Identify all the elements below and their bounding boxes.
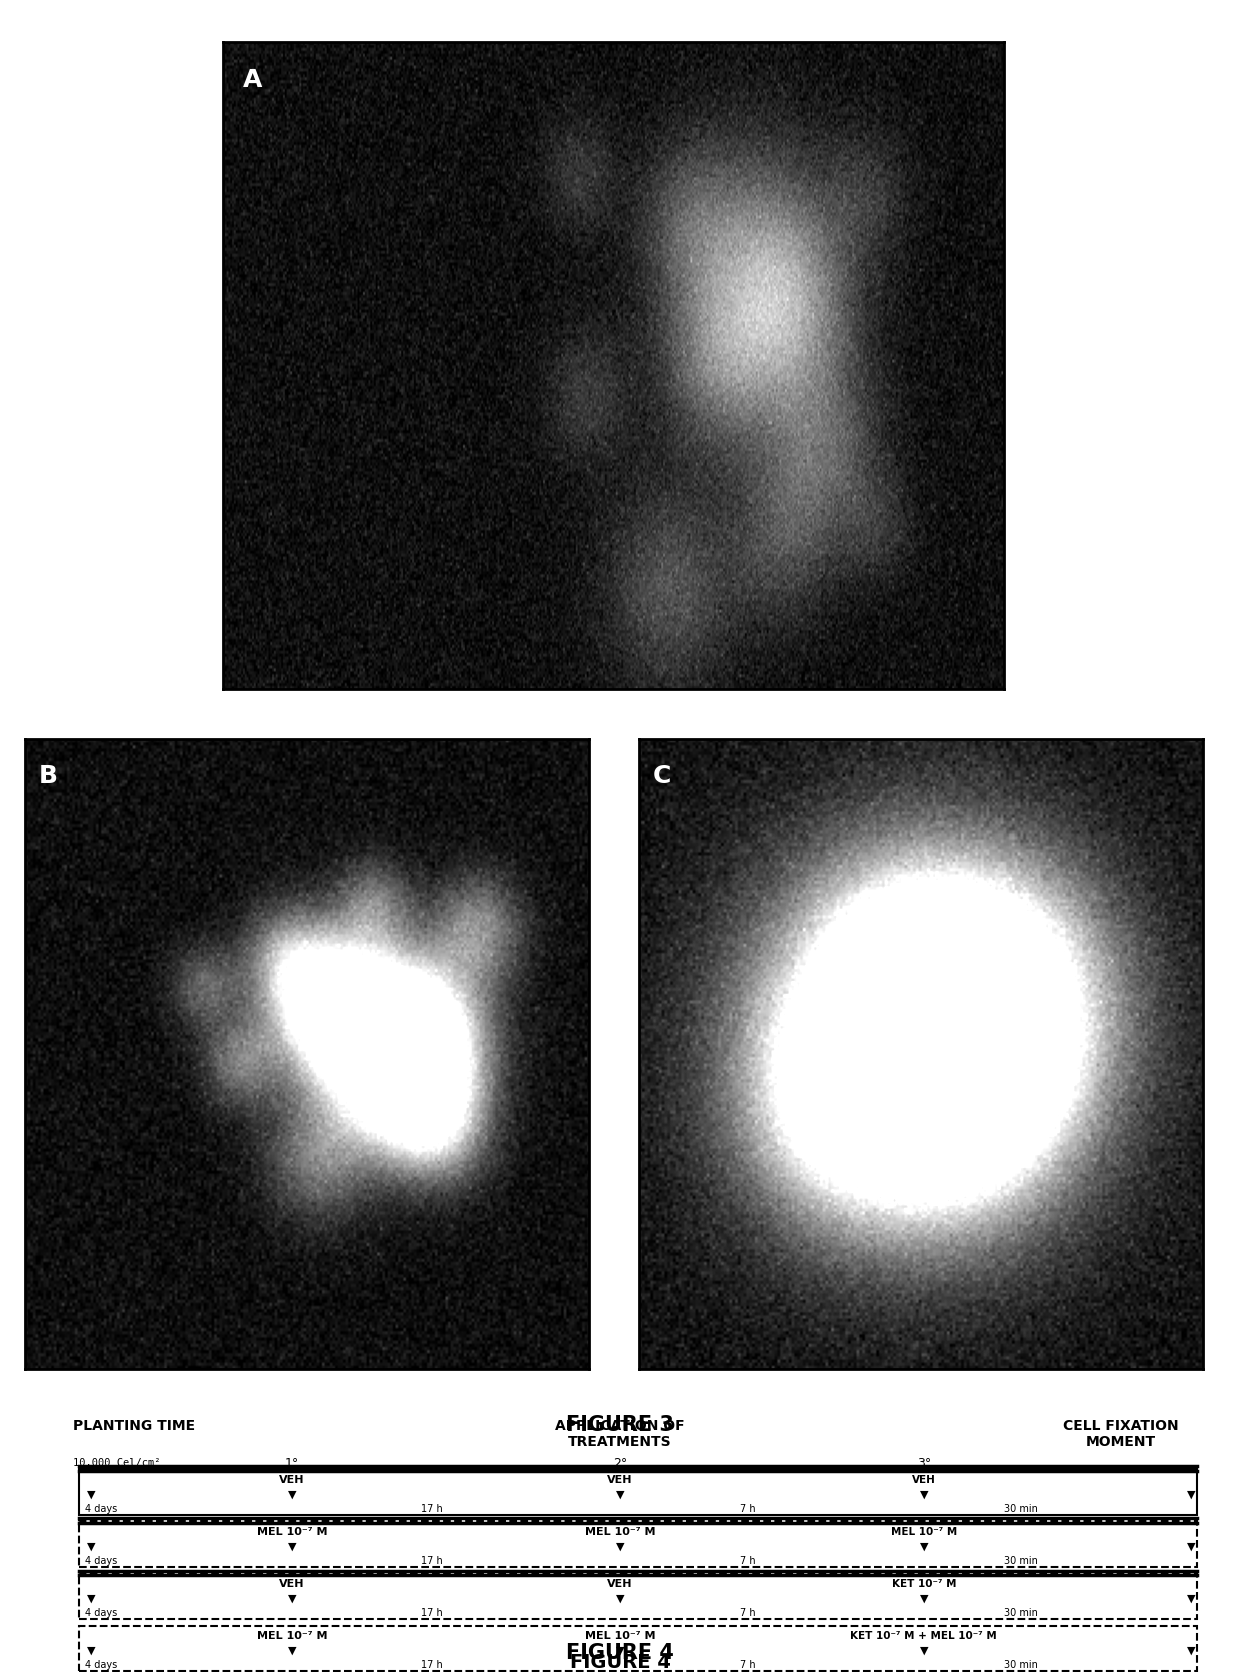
Text: B: B bbox=[38, 764, 58, 788]
Text: MEL 10⁻⁷ M: MEL 10⁻⁷ M bbox=[257, 1527, 327, 1537]
Text: ▼: ▼ bbox=[616, 1542, 624, 1552]
Text: ▼: ▼ bbox=[616, 1594, 624, 1604]
Text: 4 days: 4 days bbox=[86, 1660, 118, 1670]
Text: 4 days: 4 days bbox=[86, 1608, 118, 1618]
Bar bbox=[79, 1470, 1198, 1515]
Text: A: A bbox=[243, 67, 262, 92]
Text: 7 h: 7 h bbox=[740, 1660, 755, 1670]
Text: ▼: ▼ bbox=[1187, 1646, 1195, 1656]
Text: ▼: ▼ bbox=[616, 1490, 624, 1500]
Text: 30 min: 30 min bbox=[1004, 1504, 1038, 1514]
Text: 4 days: 4 days bbox=[86, 1556, 118, 1566]
Text: ▼: ▼ bbox=[920, 1646, 928, 1656]
Bar bbox=[79, 1522, 1198, 1567]
Text: ▼: ▼ bbox=[288, 1490, 296, 1500]
Text: ▼: ▼ bbox=[1187, 1490, 1195, 1500]
Text: VEH: VEH bbox=[608, 1579, 632, 1589]
Text: 30 min: 30 min bbox=[1004, 1660, 1038, 1670]
Text: ▼: ▼ bbox=[920, 1594, 928, 1604]
Text: 7 h: 7 h bbox=[740, 1556, 755, 1566]
Text: FIGURE 4: FIGURE 4 bbox=[569, 1653, 671, 1672]
Text: 3°: 3° bbox=[916, 1457, 931, 1470]
Text: ▼: ▼ bbox=[288, 1542, 296, 1552]
Text: 17 h: 17 h bbox=[420, 1504, 443, 1514]
Bar bbox=[79, 1626, 1198, 1672]
Text: MEL 10⁻⁷ M: MEL 10⁻⁷ M bbox=[890, 1527, 957, 1537]
Text: ▼: ▼ bbox=[87, 1490, 95, 1500]
Text: ▼: ▼ bbox=[920, 1490, 928, 1500]
Text: KET 10⁻⁷ M: KET 10⁻⁷ M bbox=[892, 1579, 956, 1589]
Text: 30 min: 30 min bbox=[1004, 1556, 1038, 1566]
Text: ▼: ▼ bbox=[1187, 1594, 1195, 1604]
Text: ▼: ▼ bbox=[87, 1542, 95, 1552]
Text: VEH: VEH bbox=[608, 1475, 632, 1485]
Text: 2°: 2° bbox=[613, 1457, 627, 1470]
Text: ▼: ▼ bbox=[1187, 1542, 1195, 1552]
Text: C: C bbox=[652, 764, 671, 788]
Text: 4 days: 4 days bbox=[86, 1504, 118, 1514]
Text: PLANTING TIME: PLANTING TIME bbox=[73, 1420, 195, 1433]
Text: 10,000 Cel/cm²: 10,000 Cel/cm² bbox=[73, 1458, 161, 1468]
Text: 17 h: 17 h bbox=[420, 1660, 443, 1670]
Text: 1°: 1° bbox=[285, 1457, 299, 1470]
Text: 17 h: 17 h bbox=[420, 1608, 443, 1618]
Text: FIGURE 3: FIGURE 3 bbox=[567, 1415, 673, 1435]
Text: APPLICATION OF
TREATMENTS: APPLICATION OF TREATMENTS bbox=[556, 1420, 684, 1450]
Text: ▼: ▼ bbox=[616, 1646, 624, 1656]
Text: 7 h: 7 h bbox=[740, 1504, 755, 1514]
Text: MEL 10⁻⁷ M: MEL 10⁻⁷ M bbox=[257, 1631, 327, 1641]
Text: ▼: ▼ bbox=[288, 1594, 296, 1604]
Text: ▼: ▼ bbox=[87, 1594, 95, 1604]
Text: 17 h: 17 h bbox=[420, 1556, 443, 1566]
Text: ▼: ▼ bbox=[288, 1646, 296, 1656]
Text: CELL FIXATION
MOMENT: CELL FIXATION MOMENT bbox=[1064, 1420, 1179, 1450]
Text: ▼: ▼ bbox=[920, 1542, 928, 1552]
Text: ▼: ▼ bbox=[87, 1646, 95, 1656]
Text: FIGURE 4: FIGURE 4 bbox=[567, 1643, 673, 1663]
Text: KET 10⁻⁷ M + MEL 10⁻⁷ M: KET 10⁻⁷ M + MEL 10⁻⁷ M bbox=[851, 1631, 997, 1641]
Text: VEH: VEH bbox=[279, 1475, 305, 1485]
Text: 30 min: 30 min bbox=[1004, 1608, 1038, 1618]
Text: VEH: VEH bbox=[911, 1475, 936, 1485]
Text: MEL 10⁻⁷ M: MEL 10⁻⁷ M bbox=[585, 1631, 655, 1641]
Text: VEH: VEH bbox=[279, 1579, 305, 1589]
Text: 7 h: 7 h bbox=[740, 1608, 755, 1618]
Text: MEL 10⁻⁷ M: MEL 10⁻⁷ M bbox=[585, 1527, 655, 1537]
Bar bbox=[79, 1574, 1198, 1620]
